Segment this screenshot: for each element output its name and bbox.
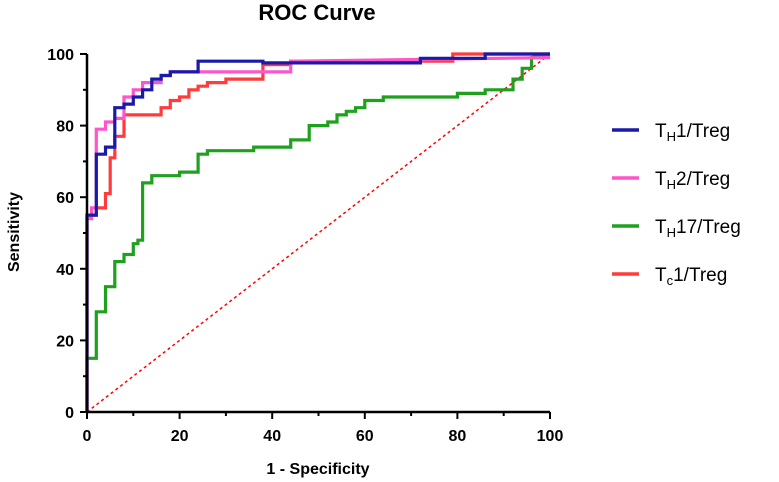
series-line-th17-treg <box>85 52 551 412</box>
plot-area <box>85 52 551 413</box>
chart-title: ROC Curve <box>258 0 375 25</box>
x-tick-label: 40 <box>263 428 281 445</box>
y-axis-label: Sensitivity <box>6 192 23 272</box>
x-tick-label: 100 <box>537 428 564 445</box>
y-tick-label: 100 <box>47 47 74 64</box>
series-line-th2-treg <box>85 56 551 412</box>
legend-label-th2-treg: TH2/Treg <box>655 169 730 192</box>
legend-label-th1-treg: TH1/Treg <box>655 121 730 144</box>
reference-diagonal-line <box>86 53 551 413</box>
y-tick-label: 20 <box>56 333 74 350</box>
x-tick-label: 60 <box>356 428 374 445</box>
y-tick-label: 0 <box>65 405 74 422</box>
x-tick-label: 0 <box>83 428 92 445</box>
series-line-tc1-treg <box>85 52 550 412</box>
y-tick-label: 80 <box>56 119 74 136</box>
axes: 0 20 40 60 80 100 0 20 40 60 80 100 <box>47 47 563 445</box>
legend-label-th17-treg: TH17/Treg <box>655 217 741 240</box>
legend: TH1/Treg TH2/Treg TH17/Treg Tc1/Treg <box>612 121 741 288</box>
y-tick-label: 40 <box>56 262 74 279</box>
x-axis-label: 1 - Specificity <box>266 461 369 478</box>
x-tick-label: 80 <box>449 428 467 445</box>
legend-label-tc1-treg: Tc1/Treg <box>655 265 727 288</box>
series-line-th1-treg <box>85 52 550 412</box>
y-tick-label: 60 <box>56 190 74 207</box>
x-tick-label: 20 <box>171 428 189 445</box>
